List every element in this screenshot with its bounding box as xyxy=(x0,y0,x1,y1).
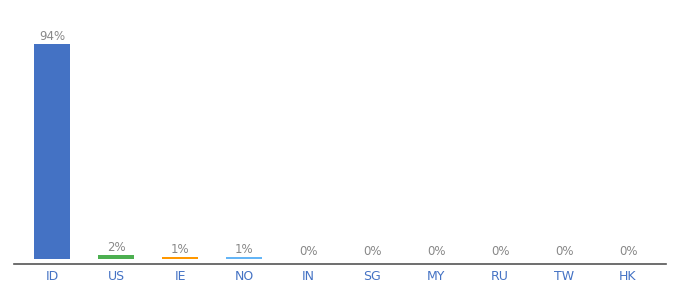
Text: 1%: 1% xyxy=(171,243,189,256)
Bar xyxy=(163,257,198,260)
Text: 2%: 2% xyxy=(107,241,125,254)
Bar xyxy=(99,255,133,260)
Text: 0%: 0% xyxy=(619,245,637,258)
Text: 94%: 94% xyxy=(39,30,65,43)
Text: 0%: 0% xyxy=(299,245,318,258)
Bar xyxy=(226,257,262,260)
Text: 0%: 0% xyxy=(362,245,381,258)
Text: 0%: 0% xyxy=(491,245,509,258)
Text: 0%: 0% xyxy=(555,245,573,258)
Text: 1%: 1% xyxy=(235,243,254,256)
Bar xyxy=(35,44,69,260)
Text: 0%: 0% xyxy=(427,245,445,258)
